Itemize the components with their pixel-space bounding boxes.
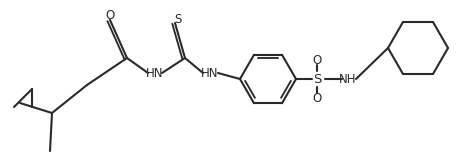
Text: O: O: [312, 53, 322, 66]
Text: HN: HN: [146, 66, 164, 80]
Text: O: O: [312, 91, 322, 104]
Text: S: S: [313, 72, 321, 85]
Text: NH: NH: [339, 72, 357, 85]
Text: HN: HN: [201, 66, 219, 80]
Text: O: O: [105, 9, 115, 22]
Text: S: S: [174, 13, 182, 25]
